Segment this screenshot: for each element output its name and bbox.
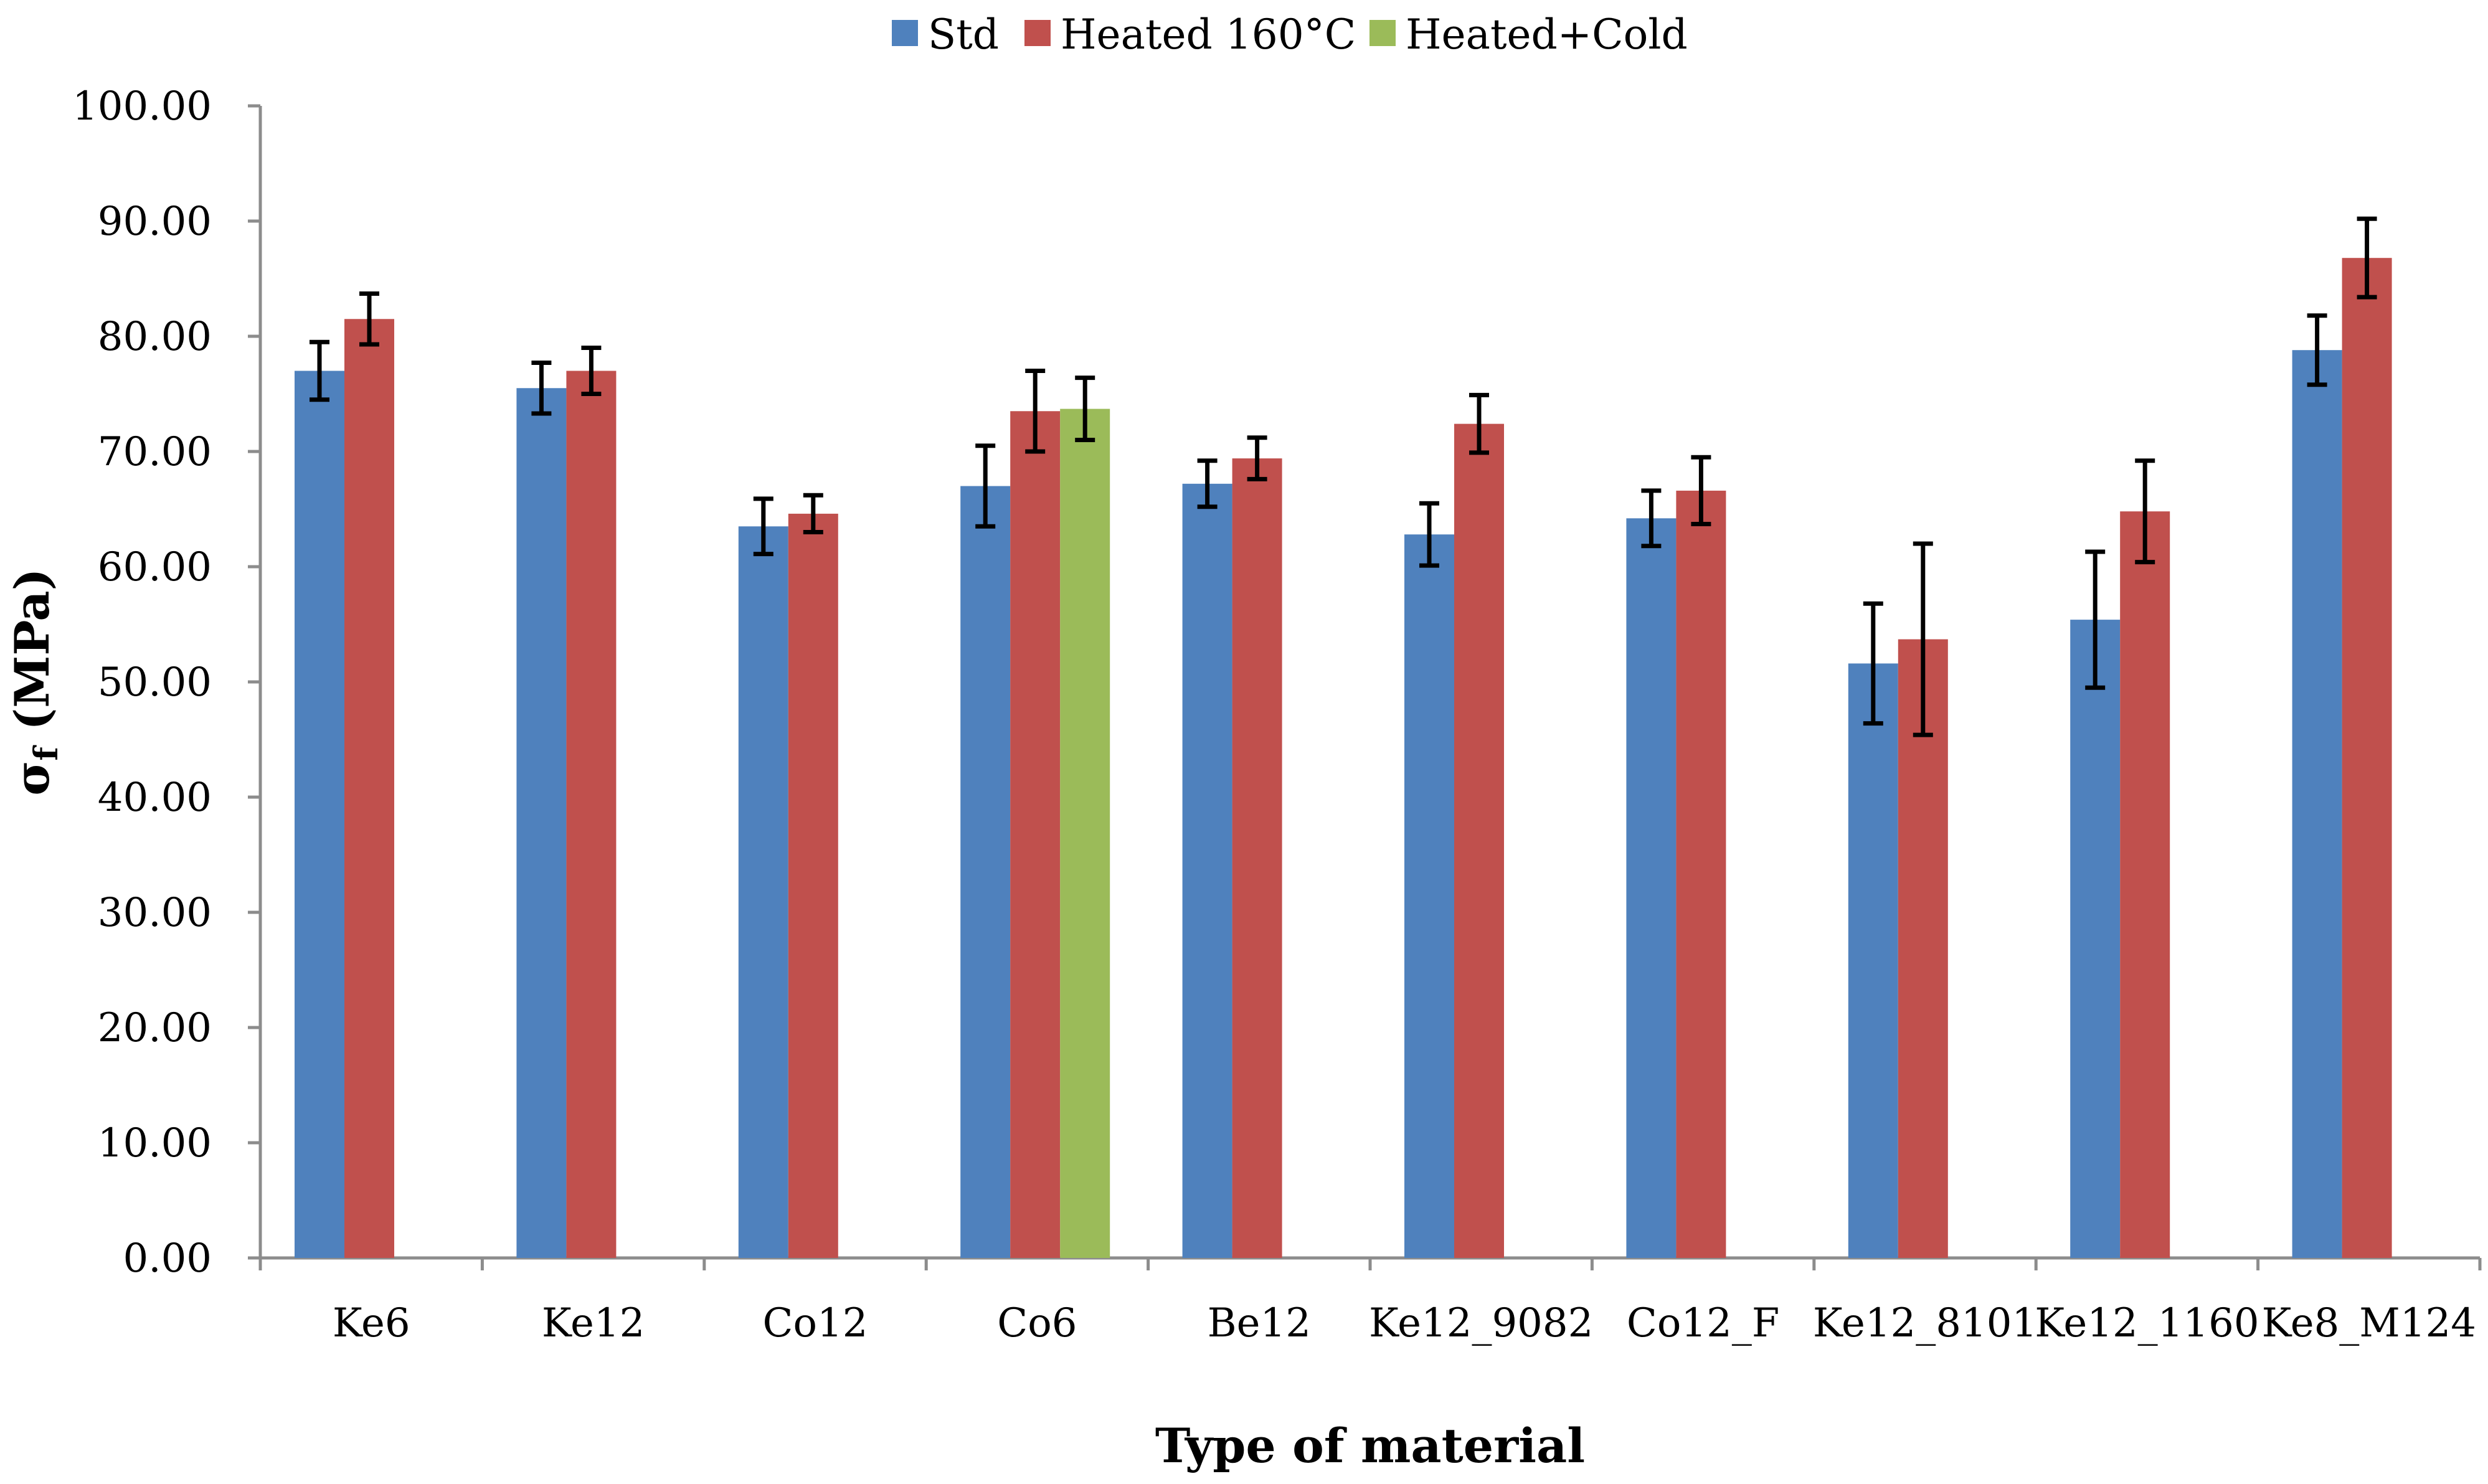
y-tick-label: 70.00 [98, 429, 212, 475]
y-axis-ticks: 0.00 10.00 20.00 30.00 40.00 50.00 60.00 70.00 8… [72, 83, 260, 1282]
legend-label-std: Std [928, 11, 999, 59]
bar-heated-160-c-ke6 [344, 319, 394, 1258]
x-axis-ticks [258, 1258, 2482, 1270]
bar-heated-cold-co6 [1060, 409, 1110, 1258]
y-axis-title: σf (MPa) [4, 568, 65, 795]
y-tick-label: 80.00 [98, 314, 212, 360]
legend: Std Heated 160°C Heated+Cold [892, 11, 1688, 59]
bar-heated-160-c-ke12-8101 [1898, 639, 1948, 1258]
bar-std-ke8-m124 [2292, 350, 2342, 1259]
category-label: Ke12_1160 [2035, 1300, 2259, 1346]
y-tick-label: 90.00 [98, 199, 212, 245]
bar-std-ke6 [295, 371, 344, 1258]
category-label: Co6 [997, 1300, 1077, 1346]
legend-label-heated: Heated 160°C [1061, 11, 1356, 59]
category-label: Co12 [763, 1300, 868, 1346]
bar-heated-160-c-co6 [1010, 411, 1061, 1258]
y-tick-label: 30.00 [98, 890, 212, 936]
y-tick-label: 20.00 [98, 1005, 212, 1051]
bar-heated-160-c-ke12-9082 [1454, 423, 1504, 1258]
bar-std-co12-f [1626, 518, 1677, 1258]
category-label: Ke12_9082 [1369, 1300, 1593, 1346]
bar-std-co12 [738, 526, 788, 1258]
legend-swatch-heated-cold [1369, 20, 1396, 46]
category-label: Ke12_8101 [1813, 1300, 2037, 1346]
category-label: Co12_F [1627, 1300, 1779, 1346]
bar-heated-160-c-ke12 [566, 371, 617, 1258]
bar-std-ke12-1160 [2070, 620, 2121, 1258]
legend-swatch-std [892, 20, 918, 46]
bar-heated-160-c-co12-f [1676, 490, 1726, 1258]
category-labels: Ke6 Ke12 Co12 Co6 Be12 Ke12_9082 Co12_F Ke12_81… [333, 1300, 2476, 1346]
bar-heated-160-c-ke8-m124 [2342, 258, 2392, 1259]
y-axis-title-unit: (MPa) [4, 568, 60, 747]
category-label: Ke12 [542, 1300, 645, 1346]
category-label: Be12 [1208, 1300, 1311, 1346]
y-axis-title-symbol: σ [4, 761, 60, 796]
error-bars-group [310, 216, 2377, 737]
bar-heated-160-c-co12 [788, 513, 838, 1258]
legend-swatch-heated [1024, 20, 1051, 46]
bar-std-be12 [1182, 483, 1232, 1258]
y-tick-label: 100.00 [72, 83, 212, 130]
bar-std-ke12 [516, 388, 567, 1258]
y-tick-label: 0.00 [123, 1236, 212, 1282]
bar-std-ke12-8101 [1848, 663, 1898, 1258]
bar-std-ke12-9082 [1404, 534, 1454, 1259]
bar-std-co6 [960, 486, 1011, 1258]
y-tick-label: 60.00 [98, 544, 212, 590]
bar-heated-160-c-be12 [1232, 458, 1282, 1258]
x-axis-title: Type of material [1155, 1418, 1585, 1473]
y-tick-label: 50.00 [98, 659, 212, 706]
legend-label-heated-cold: Heated+Cold [1406, 11, 1688, 59]
bars-group [295, 258, 2392, 1259]
category-label: Ke8_M124 [2262, 1300, 2476, 1346]
category-label: Ke6 [333, 1300, 410, 1346]
y-tick-label: 40.00 [98, 775, 212, 821]
y-tick-label: 10.00 [98, 1120, 212, 1166]
bar-heated-160-c-ke12-1160 [2120, 511, 2170, 1259]
y-axis-title-subscript: f [27, 745, 65, 761]
